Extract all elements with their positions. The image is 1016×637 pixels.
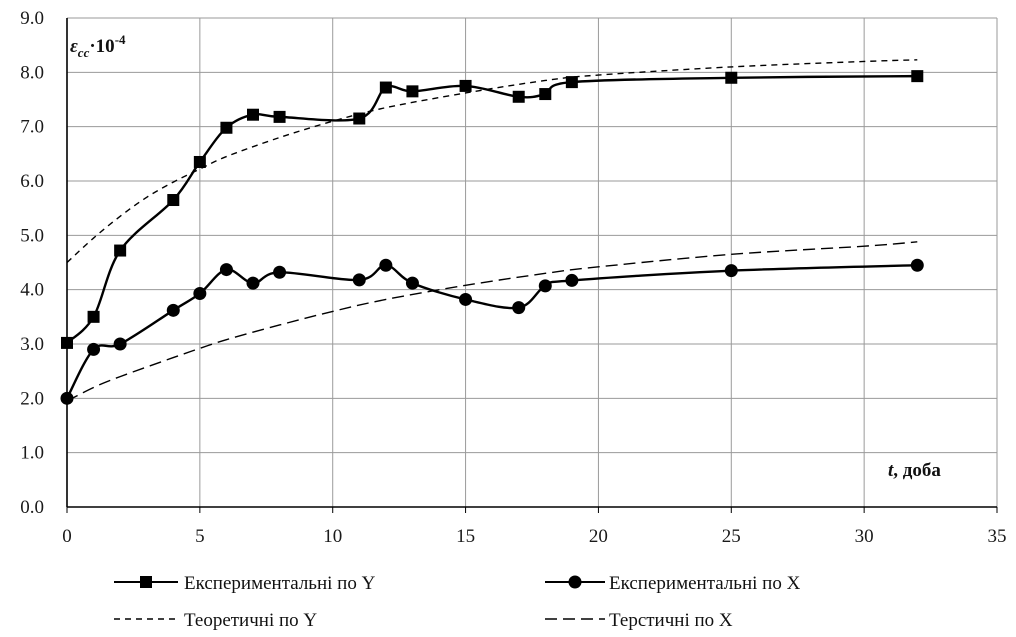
legend-label-exp-y: Експериментальні по Y <box>184 573 376 594</box>
series-layer <box>60 59 924 405</box>
data-point-circle <box>60 391 74 405</box>
data-point-circle <box>273 265 287 279</box>
x-tick-label: 20 <box>589 526 608 547</box>
data-point-square <box>61 336 73 349</box>
y-tick-label: 8.0 <box>20 62 44 83</box>
data-point-circle <box>246 276 260 290</box>
x-axis-title: t, доба <box>888 460 941 481</box>
y-tick-label: 1.0 <box>20 443 44 464</box>
grid <box>67 17 998 507</box>
legend-item-exp-x: Експериментальні по X <box>545 573 801 594</box>
data-point-circle <box>113 337 127 351</box>
data-point-circle <box>459 292 473 306</box>
data-point-square <box>273 110 286 123</box>
y-tick-label: 0.0 <box>20 497 44 518</box>
y-tick-label: 6.0 <box>20 171 44 192</box>
y-tick-label: 9.0 <box>20 8 44 29</box>
x-tick-label: 10 <box>323 526 342 547</box>
data-point-circle <box>379 258 393 272</box>
x-axis-title-bg <box>880 455 975 483</box>
data-point-square <box>247 108 259 121</box>
legend-label-theory-y: Теоретичні по Y <box>184 610 317 631</box>
data-point-circle <box>565 273 579 287</box>
data-point-square <box>220 121 233 134</box>
legend-marker-circle <box>568 575 582 589</box>
tick-labels: 0.0 1.0 2.0 3.0 4.0 5.0 6.0 7.0 8.0 9.0 0 5 10 15 20 25… <box>20 8 1006 547</box>
x-tick-label: 0 <box>62 526 72 547</box>
data-point-square <box>512 90 525 103</box>
legend: Експериментальні по Y Експериментальні п… <box>114 573 801 631</box>
data-point-square <box>406 85 419 98</box>
x-tick-label: 15 <box>456 526 475 547</box>
y-axis-title: εcc·10-4 <box>70 32 126 60</box>
y-axis-multiplier: ·10 <box>89 36 114 57</box>
data-point-circle <box>166 303 180 317</box>
x-axis-unit: , доба <box>893 460 941 481</box>
data-point-square <box>911 70 924 83</box>
series-line <box>66 74 918 344</box>
series-0 <box>61 70 924 349</box>
x-tick-label: 35 <box>988 526 1007 547</box>
legend-item-theory-x: Терстичні по X <box>545 610 733 631</box>
series-3 <box>66 241 918 402</box>
data-point-square <box>193 155 206 168</box>
y-tick-label: 5.0 <box>20 225 44 246</box>
series-line <box>66 59 918 264</box>
data-point-circle <box>352 273 366 287</box>
data-point-circle <box>512 301 526 315</box>
data-point-square <box>459 79 472 92</box>
data-point-square <box>565 76 578 89</box>
x-tick-label: 5 <box>195 526 205 547</box>
legend-item-exp-y: Експериментальні по Y <box>114 573 376 594</box>
data-point-square <box>114 244 127 257</box>
data-point-circle <box>87 342 101 356</box>
x-tick-label: 30 <box>855 526 874 547</box>
data-point-square <box>353 112 366 125</box>
legend-label-exp-x: Експериментальні по X <box>609 573 801 594</box>
series-2 <box>66 59 918 264</box>
data-point-square <box>379 81 392 94</box>
data-point-circle <box>405 276 419 290</box>
series-1 <box>60 258 924 405</box>
x-tick-label: 25 <box>722 526 741 547</box>
y-axis-symbol: ε <box>70 36 78 57</box>
data-point-square <box>167 194 180 207</box>
legend-label-theory-x: Терстичні по X <box>609 610 733 631</box>
y-tick-label: 2.0 <box>20 388 44 409</box>
y-axis-exponent: -4 <box>115 32 126 47</box>
data-point-circle <box>538 279 552 293</box>
x-axis-variable: t <box>888 460 894 481</box>
series-line <box>65 264 918 399</box>
y-tick-label: 7.0 <box>20 117 44 138</box>
data-point-circle <box>193 286 207 300</box>
data-point-square <box>87 310 100 323</box>
data-point-square <box>725 71 738 84</box>
y-tick-label: 4.0 <box>20 280 44 301</box>
y-axis-subscript: cc <box>78 45 90 60</box>
data-point-circle <box>910 258 924 272</box>
data-point-circle <box>724 264 738 278</box>
series-line <box>66 241 918 402</box>
data-point-circle <box>219 263 233 277</box>
data-point-square <box>539 88 552 101</box>
legend-item-theory-y: Теоретичні по Y <box>114 610 317 631</box>
axes <box>66 18 998 513</box>
legend-marker-square <box>140 576 152 588</box>
y-tick-label: 3.0 <box>20 334 44 355</box>
